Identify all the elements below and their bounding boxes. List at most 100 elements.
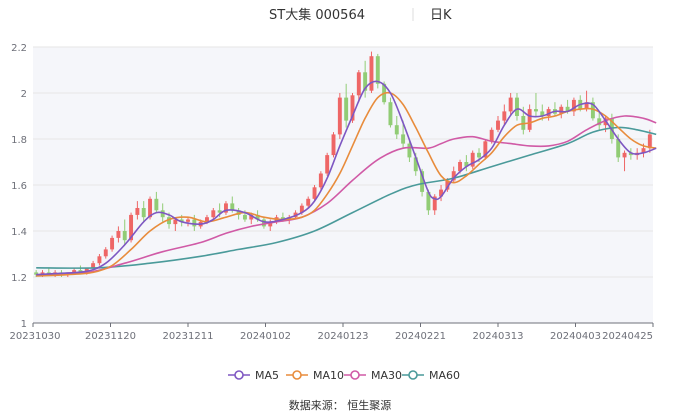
- legend: MA5 MA10 MA30 MA60: [228, 369, 460, 382]
- candle: [515, 93, 519, 121]
- candle-body: [445, 180, 450, 190]
- candle: [344, 83, 349, 128]
- candle-body: [622, 152, 627, 158]
- candle-body: [502, 111, 507, 121]
- period-label[interactable]: 日K: [430, 8, 452, 23]
- candle: [533, 93, 538, 116]
- candle-body: [280, 217, 285, 220]
- candle-body: [533, 109, 538, 112]
- candle: [135, 201, 140, 220]
- candle-body: [426, 191, 431, 211]
- y-tick-label: 1.8: [11, 135, 27, 146]
- legend-item-ma60[interactable]: MA60: [402, 369, 460, 382]
- candle-body: [356, 72, 361, 96]
- candle: [34, 270, 39, 277]
- y-tick-label: 1: [21, 319, 27, 330]
- candle: [211, 208, 216, 220]
- y-tick-label: 2: [21, 89, 27, 100]
- candle-body: [318, 173, 323, 188]
- legend-label: MA10: [313, 369, 344, 382]
- candle-body: [401, 134, 406, 144]
- y-tick-label: 2.2: [11, 43, 27, 54]
- candle: [110, 235, 115, 252]
- candle-body: [344, 97, 349, 121]
- x-tick-label: 20240425: [602, 331, 653, 342]
- candle: [407, 139, 412, 162]
- candle-body: [325, 155, 330, 174]
- candle: [261, 217, 266, 229]
- candle: [388, 97, 393, 128]
- legend-label: MA30: [371, 369, 402, 382]
- candle: [571, 97, 576, 116]
- candle-body: [103, 249, 108, 257]
- candle-body: [167, 217, 171, 225]
- candle-body: [148, 198, 153, 218]
- candle-body: [458, 162, 463, 172]
- candle-body: [312, 187, 317, 199]
- candle: [331, 132, 336, 158]
- candle: [502, 104, 507, 126]
- candle-body: [647, 134, 652, 149]
- ma-line-ma5: [36, 80, 657, 276]
- candle-body: [337, 97, 342, 135]
- candle-body: [451, 171, 456, 181]
- candle-body: [590, 102, 595, 119]
- candle-body: [72, 270, 77, 273]
- candle-body: [508, 97, 513, 112]
- candle-body: [477, 152, 481, 158]
- candle-body: [230, 203, 235, 211]
- candle-body: [331, 134, 336, 156]
- candle-body: [420, 171, 425, 192]
- candle: [116, 226, 121, 243]
- legend-item-ma5[interactable]: MA5: [228, 369, 279, 382]
- candle: [432, 194, 437, 215]
- data-source: 数据来源： 恒生聚源: [289, 398, 392, 412]
- candle-body: [571, 99, 576, 112]
- candle-body: [84, 267, 89, 273]
- candle-body: [154, 198, 159, 211]
- candle-body: [616, 139, 621, 158]
- candle-body: [413, 157, 418, 172]
- candle-body: [179, 219, 184, 222]
- candle-body: [407, 143, 412, 158]
- candle-body: [432, 196, 437, 211]
- candle-body: [91, 263, 96, 268]
- candle-body: [483, 141, 488, 158]
- candle: [426, 189, 431, 215]
- candle-body: [135, 208, 140, 215]
- candle-body: [388, 102, 393, 126]
- candle-body: [489, 129, 494, 142]
- x-tick-label: 20240403: [550, 331, 601, 342]
- candle-body: [186, 219, 190, 222]
- candle: [597, 111, 602, 130]
- candle: [470, 150, 475, 169]
- candle-body: [268, 221, 273, 227]
- x-tick-label: 20240102: [240, 331, 291, 342]
- candle-body: [299, 205, 304, 213]
- candle-body: [496, 120, 500, 130]
- x-tick-label: 20240313: [473, 331, 524, 342]
- candle: [394, 116, 399, 139]
- candle: [141, 201, 146, 222]
- candle-body: [242, 214, 247, 220]
- legend-item-ma10[interactable]: MA10: [286, 369, 344, 382]
- candle: [97, 254, 102, 266]
- candle: [249, 212, 254, 225]
- candle: [337, 93, 342, 139]
- candle: [154, 191, 159, 213]
- candle: [622, 150, 627, 172]
- candle-body: [129, 214, 134, 241]
- x-tick-label: 20231120: [85, 331, 136, 342]
- candle-body: [110, 237, 115, 250]
- ma-line-ma60: [36, 126, 657, 269]
- candle-body: [470, 152, 475, 167]
- candle-body: [236, 210, 241, 215]
- candle-body: [122, 231, 127, 241]
- legend-marker: [292, 370, 302, 380]
- candle: [527, 104, 532, 133]
- candle: [122, 219, 127, 245]
- candle: [508, 93, 513, 116]
- legend-item-ma30[interactable]: MA30: [344, 369, 402, 382]
- candle-body: [369, 56, 374, 91]
